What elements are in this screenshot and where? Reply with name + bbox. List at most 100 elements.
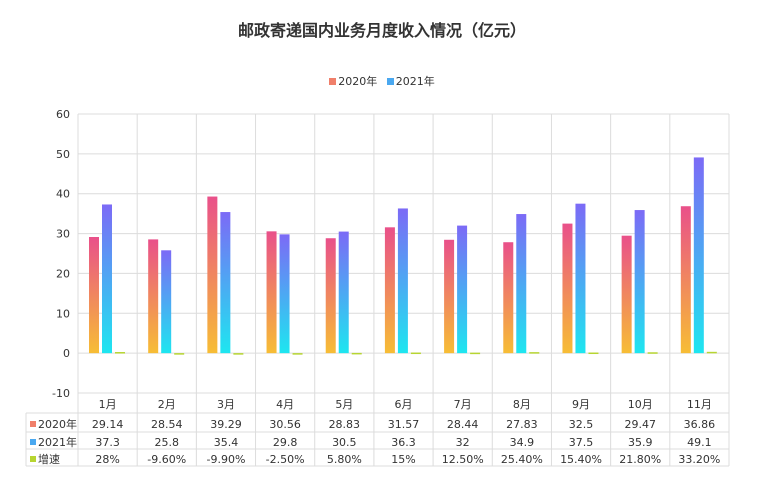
bar-2020年 [148, 239, 159, 354]
table-cell: 32.5 [569, 418, 594, 431]
bar-增速 [410, 352, 421, 355]
legend-item-2021[interactable]: 2021年 [386, 73, 435, 89]
table-cell: 30.5 [332, 436, 357, 449]
bar-2021年 [693, 157, 704, 354]
bar-增速 [470, 352, 481, 355]
table-cell: -9.60% [147, 453, 186, 466]
table-cell: 27.83 [506, 418, 538, 431]
table-row-label: 2021年 [38, 435, 77, 449]
table-cell: -9.90% [206, 453, 245, 466]
legend-label: 2021年 [395, 75, 435, 88]
bar-增速 [529, 352, 540, 354]
table-cell: 28% [95, 453, 119, 466]
table-cell: 5.80% [327, 453, 362, 466]
table-cell: 28.54 [151, 418, 183, 431]
table-row-label: 增速 [38, 452, 60, 466]
table-cell: 37.3 [95, 436, 120, 449]
bar-2021年 [279, 234, 290, 354]
x-tick-label: 5月 [335, 398, 353, 411]
x-tick-label: 11月 [687, 398, 712, 411]
table-row-swatch [30, 421, 36, 427]
bar-2020年 [207, 196, 218, 354]
x-tick-label: 8月 [513, 398, 531, 411]
y-tick-label: 10 [56, 307, 70, 320]
bar-增速 [115, 352, 125, 354]
table-cell: 31.57 [388, 418, 420, 431]
bar-2021年 [338, 231, 349, 354]
y-tick-label: 20 [56, 267, 70, 280]
table-cell: 29.8 [273, 436, 298, 449]
bar-2020年 [266, 231, 277, 354]
bar-增速 [292, 353, 303, 355]
bar-2021年 [634, 210, 645, 354]
table-cell: 34.9 [510, 436, 535, 449]
bar-2020年 [444, 239, 455, 354]
table-cell: 25.8 [155, 436, 180, 449]
legend-item-2020[interactable]: 2020年 [329, 73, 377, 89]
bar-2021年 [575, 203, 586, 354]
bar-增速 [706, 351, 717, 354]
bar-增速 [588, 352, 599, 355]
table-cell: 49.1 [687, 436, 712, 449]
table-cell: -2.50% [266, 453, 305, 466]
bar-2021年 [102, 204, 112, 354]
bar-增速 [647, 352, 658, 354]
x-tick-label: 1月 [99, 398, 117, 411]
table-row-label: 2020年 [38, 417, 77, 431]
chart-title: 邮政寄递国内业务月度收入情况（亿元） [237, 21, 526, 40]
table-cell: 33.20% [678, 453, 720, 466]
y-tick-label: 50 [56, 148, 70, 161]
x-tick-label: 3月 [217, 398, 235, 411]
table-cell: 36.86 [684, 418, 716, 431]
table-row-swatch [30, 439, 36, 445]
table-cell: 37.5 [569, 436, 594, 449]
y-tick-label: 0 [63, 347, 70, 360]
bar-2021年 [397, 208, 408, 354]
x-tick-label: 7月 [454, 398, 472, 411]
bar-2021年 [161, 250, 172, 354]
x-tick-label: 10月 [628, 398, 653, 411]
bar-增速 [351, 352, 362, 355]
legend-label: 2020年 [338, 75, 378, 88]
table-cell: 28.83 [329, 418, 361, 431]
bar-2020年 [325, 238, 336, 354]
y-tick-label: 60 [56, 108, 70, 121]
bar-2020年 [384, 227, 395, 354]
table-cell: 29.47 [624, 418, 656, 431]
legend-swatch [386, 77, 394, 85]
legend: 2020年 2021年 [0, 73, 764, 89]
table-cell: 28.44 [447, 418, 479, 431]
bar-2020年 [503, 242, 514, 354]
y-tick-label: 30 [56, 228, 70, 241]
table-row-swatch [30, 456, 36, 462]
x-tick-label: 2月 [158, 398, 176, 411]
bar-2021年 [457, 225, 468, 354]
bar-2021年 [516, 214, 527, 354]
table-cell: 29.14 [92, 418, 124, 431]
y-tick-label: 40 [56, 188, 70, 201]
table-cell: 32 [456, 436, 470, 449]
legend-swatch [329, 77, 337, 85]
table-cell: 35.9 [628, 436, 653, 449]
bar-2020年 [621, 235, 632, 354]
table-cell: 15.40% [560, 453, 602, 466]
bar-增速 [233, 353, 244, 355]
bar-2020年 [680, 206, 691, 354]
table-cell: 21.80% [619, 453, 661, 466]
bar-2020年 [562, 223, 573, 354]
y-tick-label: -10 [52, 387, 70, 400]
table-cell: 30.56 [269, 418, 301, 431]
table-cell: 15% [391, 453, 415, 466]
table-cell: 35.4 [214, 436, 239, 449]
bar-增速 [174, 353, 185, 355]
table-cell: 25.40% [501, 453, 543, 466]
bar-2021年 [220, 212, 231, 354]
table-cell: 36.3 [391, 436, 416, 449]
bar-2020年 [89, 236, 99, 354]
table-cell: 39.29 [210, 418, 242, 431]
x-tick-label: 4月 [276, 398, 294, 411]
x-tick-label: 6月 [395, 398, 413, 411]
table-cell: 12.50% [442, 453, 484, 466]
x-tick-label: 9月 [572, 398, 590, 411]
